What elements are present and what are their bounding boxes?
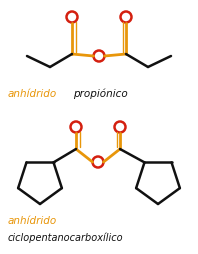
Text: ciclopentanocarboxílico: ciclopentanocarboxílico — [8, 232, 124, 242]
Text: anhídrido: anhídrido — [8, 89, 57, 99]
Text: propiónico: propiónico — [73, 88, 128, 99]
Text: anhídrido: anhídrido — [8, 215, 57, 225]
